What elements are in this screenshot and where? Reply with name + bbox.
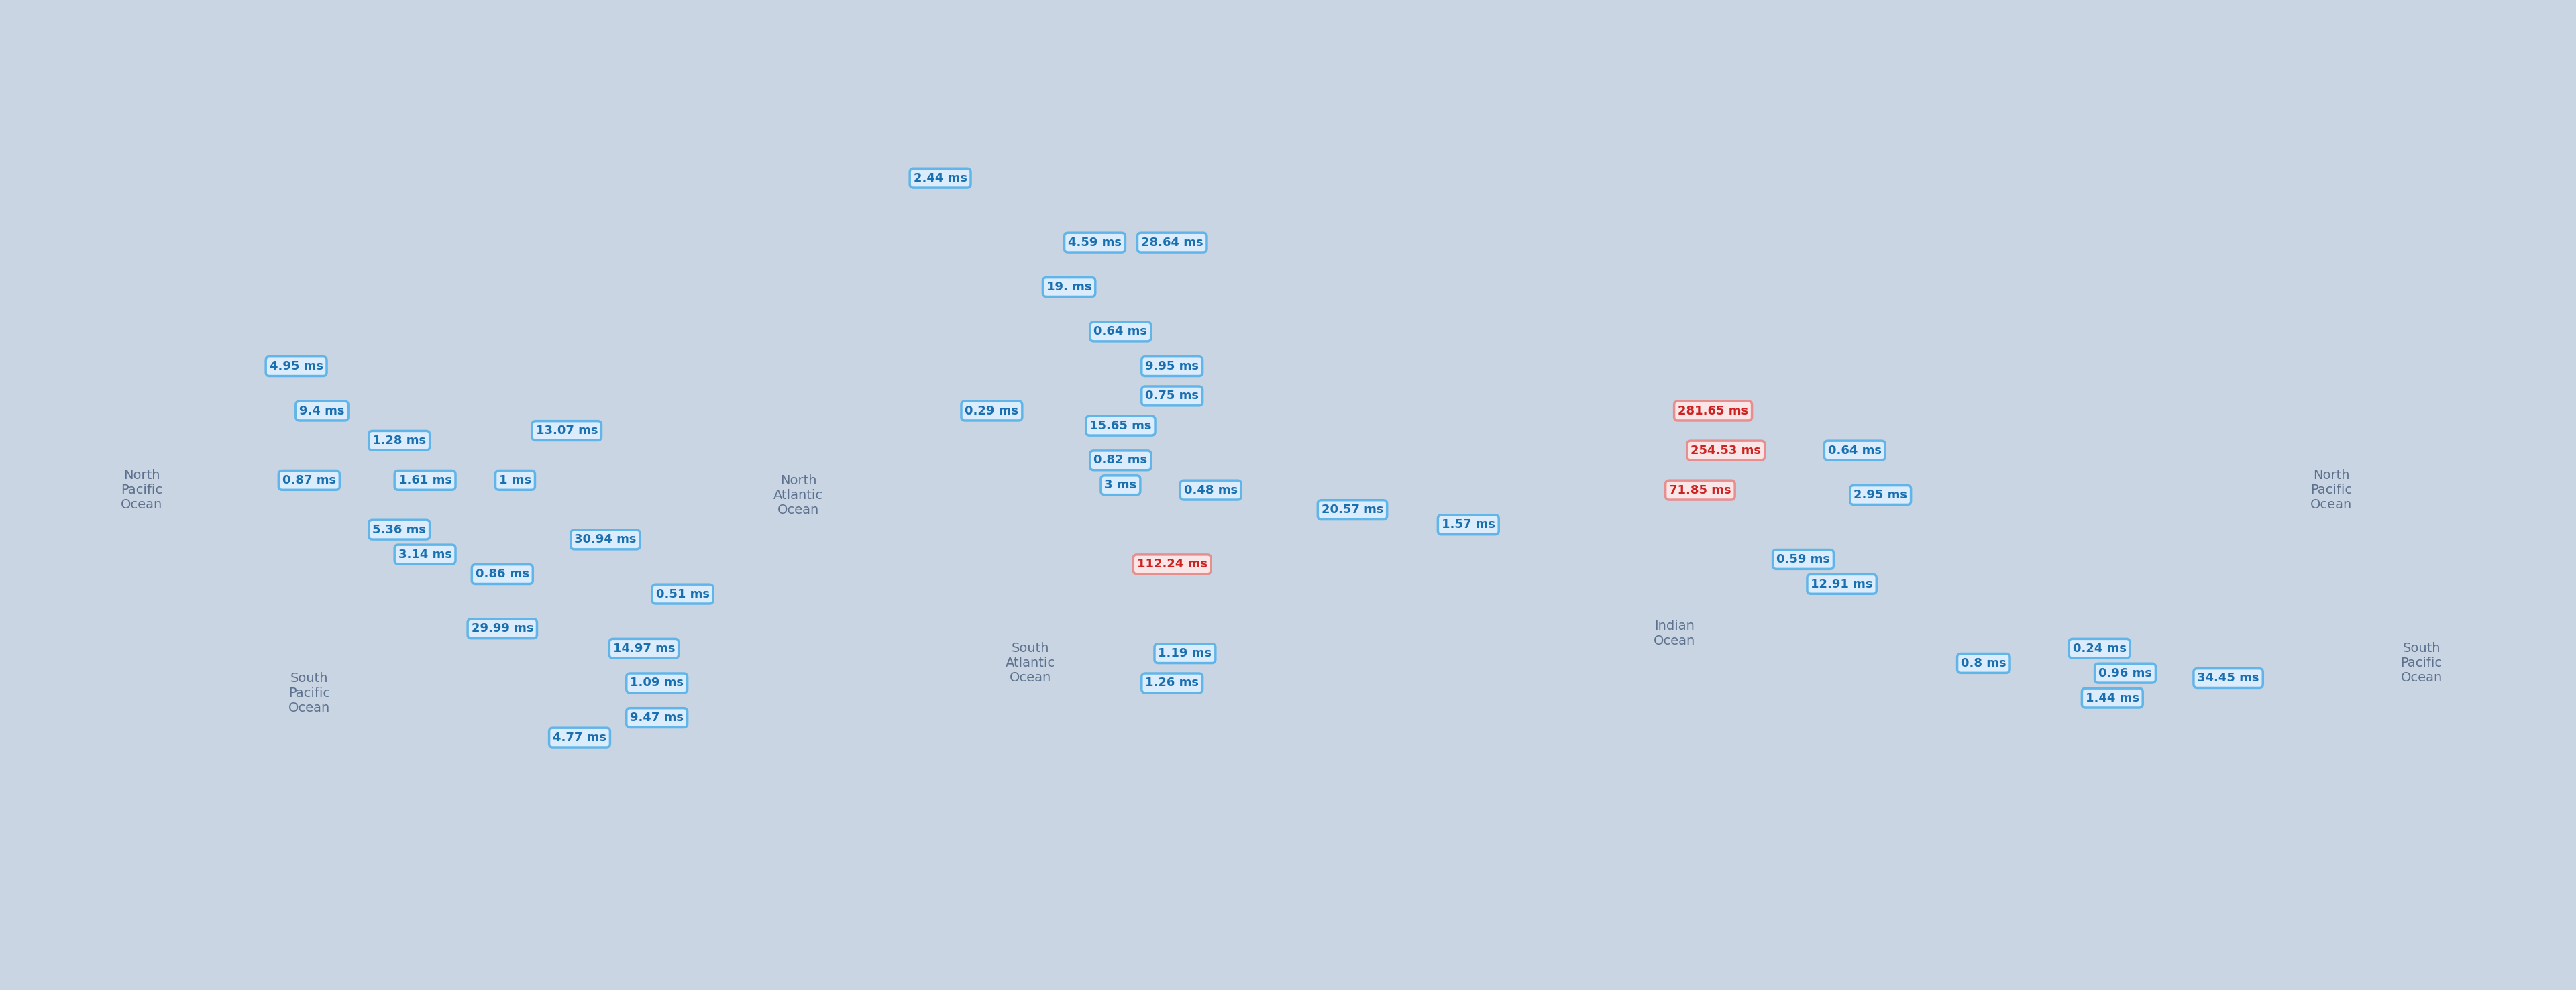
Text: 0.64 ms: 0.64 ms <box>1095 326 1146 338</box>
Text: 4.95 ms: 4.95 ms <box>270 360 322 372</box>
Text: 2.44 ms: 2.44 ms <box>914 172 966 184</box>
Text: 71.85 ms: 71.85 ms <box>1669 484 1731 496</box>
Text: 281.65 ms: 281.65 ms <box>1677 405 1749 417</box>
Text: 0.51 ms: 0.51 ms <box>657 588 708 600</box>
Text: South
Pacific
Ocean: South Pacific Ocean <box>2401 643 2442 684</box>
Text: North
Atlantic
Ocean: North Atlantic Ocean <box>773 474 824 516</box>
Text: 9.47 ms: 9.47 ms <box>631 712 683 724</box>
Text: 0.59 ms: 0.59 ms <box>1777 553 1829 565</box>
Text: 0.64 ms: 0.64 ms <box>1829 445 1880 456</box>
Text: 1.26 ms: 1.26 ms <box>1146 677 1198 689</box>
Text: 1 ms: 1 ms <box>500 474 531 486</box>
Text: 29.99 ms: 29.99 ms <box>471 623 533 635</box>
Text: 0.87 ms: 0.87 ms <box>283 474 335 486</box>
Text: 9.95 ms: 9.95 ms <box>1146 360 1198 372</box>
Text: 20.57 ms: 20.57 ms <box>1321 504 1383 516</box>
Text: 254.53 ms: 254.53 ms <box>1690 445 1762 456</box>
Text: 112.24 ms: 112.24 ms <box>1136 558 1208 570</box>
Text: 0.8 ms: 0.8 ms <box>1960 657 2007 669</box>
Text: 4.59 ms: 4.59 ms <box>1069 237 1121 248</box>
Text: North
Pacific
Ocean: North Pacific Ocean <box>121 469 162 511</box>
Text: 0.82 ms: 0.82 ms <box>1095 454 1146 466</box>
Text: 0.48 ms: 0.48 ms <box>1185 484 1236 496</box>
Text: 14.97 ms: 14.97 ms <box>613 643 675 654</box>
Text: 0.24 ms: 0.24 ms <box>2074 643 2125 654</box>
Text: 3.14 ms: 3.14 ms <box>399 548 451 560</box>
Text: Indian
Ocean: Indian Ocean <box>1654 620 1695 647</box>
Text: 1.57 ms: 1.57 ms <box>1443 519 1494 531</box>
Text: 2.95 ms: 2.95 ms <box>1855 489 1906 501</box>
Text: 1.09 ms: 1.09 ms <box>631 677 683 689</box>
Text: 1.28 ms: 1.28 ms <box>374 435 425 446</box>
Text: North
Pacific
Ocean: North Pacific Ocean <box>2311 469 2352 511</box>
Text: 13.07 ms: 13.07 ms <box>536 425 598 437</box>
Text: 9.4 ms: 9.4 ms <box>299 405 345 417</box>
Text: 0.86 ms: 0.86 ms <box>477 568 528 580</box>
Text: 0.75 ms: 0.75 ms <box>1146 390 1198 402</box>
Text: South
Pacific
Ocean: South Pacific Ocean <box>289 672 330 714</box>
Text: 1.61 ms: 1.61 ms <box>399 474 451 486</box>
Text: 30.94 ms: 30.94 ms <box>574 534 636 545</box>
Text: 1.19 ms: 1.19 ms <box>1159 647 1211 659</box>
Text: 1.44 ms: 1.44 ms <box>2087 692 2138 704</box>
Text: 0.96 ms: 0.96 ms <box>2099 667 2151 679</box>
Text: South
Atlantic
Ocean: South Atlantic Ocean <box>1005 643 1056 684</box>
Text: 34.45 ms: 34.45 ms <box>2197 672 2259 684</box>
Text: 19. ms: 19. ms <box>1046 281 1092 293</box>
Text: 4.77 ms: 4.77 ms <box>554 732 605 743</box>
Text: 28.64 ms: 28.64 ms <box>1141 237 1203 248</box>
Text: 15.65 ms: 15.65 ms <box>1090 420 1151 432</box>
Text: 5.36 ms: 5.36 ms <box>374 524 425 536</box>
Text: 12.91 ms: 12.91 ms <box>1811 578 1873 590</box>
Text: 0.29 ms: 0.29 ms <box>966 405 1018 417</box>
Text: 3 ms: 3 ms <box>1105 479 1136 491</box>
